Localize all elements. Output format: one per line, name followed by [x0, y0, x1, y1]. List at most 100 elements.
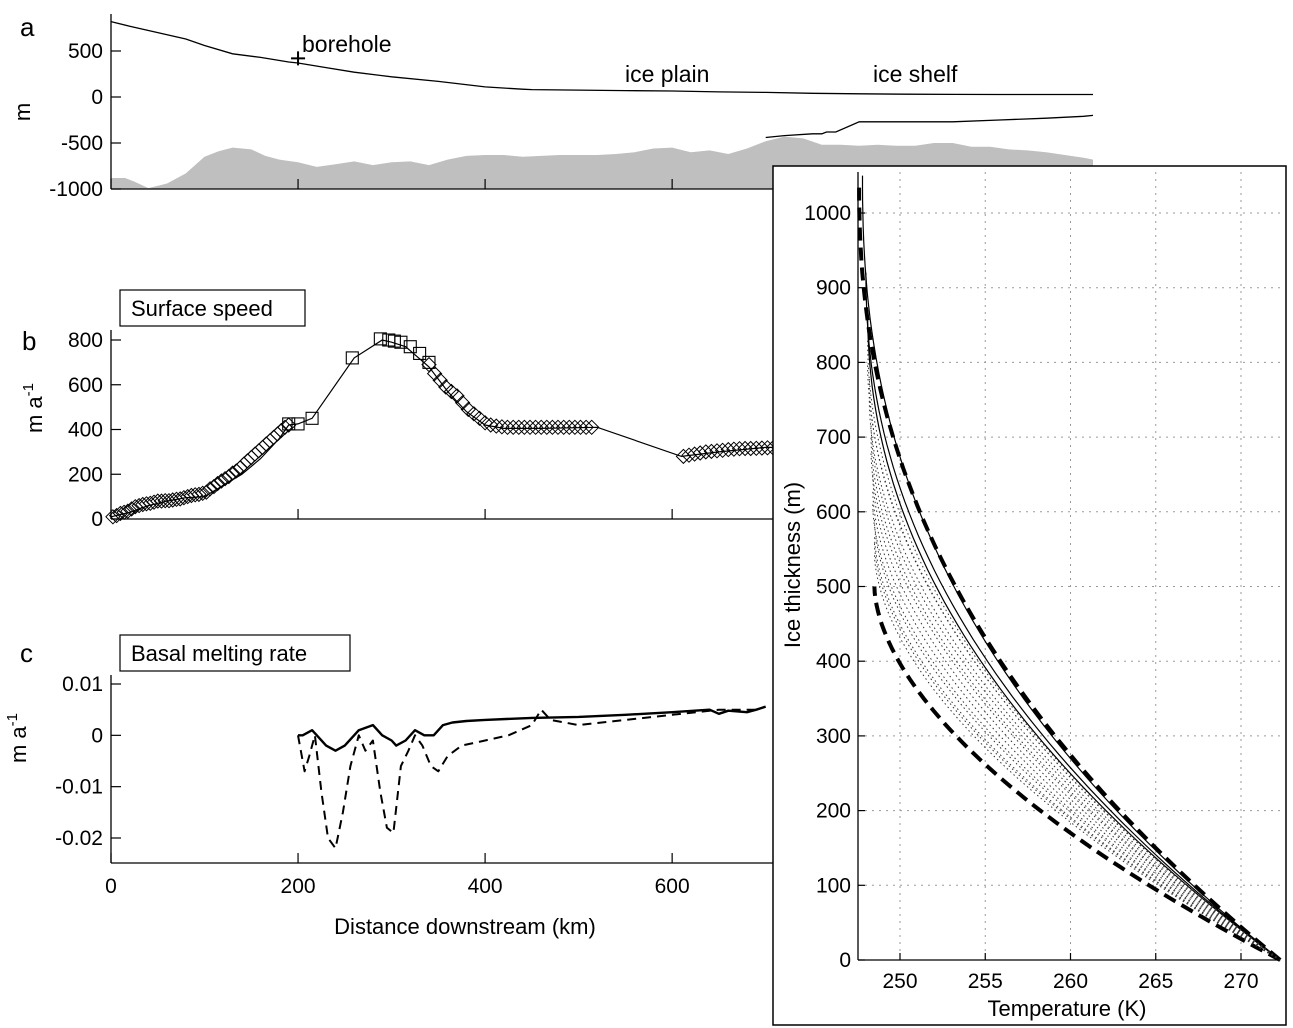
speed-diamond-point: [471, 410, 488, 427]
speed-diamond-point: [511, 419, 527, 436]
ice-plain-label: ice plain: [625, 61, 709, 87]
panel-c-ytick-label: 0.01: [62, 673, 103, 696]
temperature-profile-dotted: [872, 474, 1281, 961]
panel-b-letter: b: [22, 326, 36, 356]
speed-diamond-point: [748, 440, 765, 457]
panel-b-ytick-label: 800: [68, 329, 103, 352]
speed-diamond-point: [482, 417, 499, 433]
speed-diamond-point: [273, 422, 289, 439]
inset-xtick-label: 255: [968, 970, 1003, 993]
speed-diamond-point: [533, 419, 549, 436]
inset-ytick-label: 400: [816, 650, 851, 673]
speed-diamond-point: [572, 419, 589, 436]
panel-c-ytick-label: -0.01: [55, 776, 103, 799]
temperature-profile-solid: [861, 175, 1281, 961]
speed-diamond-point: [477, 415, 493, 431]
inset-ytick-label: 700: [816, 426, 851, 449]
speed-diamond-point: [561, 419, 578, 436]
inset-ytick-label: 900: [816, 277, 851, 300]
panel-c-ylabel-main: m a: [6, 726, 31, 763]
speed-square-point: [394, 335, 408, 349]
inset-ytick-label: 0: [839, 949, 851, 972]
inset-xtick-label: 260: [1053, 970, 1088, 993]
speed-diamond-point: [567, 419, 583, 436]
speed-diamond-point: [488, 418, 505, 434]
surface-speed-label-box: [119, 289, 306, 327]
surface-line: [110, 20, 1093, 96]
speed-diamond-point: [754, 440, 770, 456]
speed-diamond-point: [277, 419, 293, 436]
inset-ytick-label: 500: [816, 576, 851, 599]
panel-a-ytick-label: 500: [68, 40, 103, 63]
panel-a-lines: [110, 20, 1094, 139]
speed-diamond-point: [742, 440, 759, 457]
speed-diamond-point: [221, 468, 237, 485]
speed-diamond-point: [213, 473, 230, 489]
speed-diamond-point: [112, 505, 129, 522]
borehole-label: borehole: [302, 31, 392, 57]
speed-diamond-point: [209, 475, 226, 492]
temperature-profile-dashed-thick: [872, 586, 1282, 962]
temperature-profile-dotted: [872, 489, 1281, 961]
speed-diamond-point: [105, 509, 121, 525]
inset-grid: [858, 172, 1280, 960]
speed-diamond-point: [759, 440, 776, 456]
temperature-profile-dotted: [872, 504, 1281, 961]
speed-diamond-point: [194, 485, 211, 502]
speed-square-point: [403, 340, 417, 354]
panel-b-ytick-label: 200: [68, 463, 103, 486]
inset-ylabel: Ice thickness (m): [780, 482, 805, 648]
speed-diamond-point: [202, 481, 218, 497]
panel-a-ytick-label: 0: [91, 86, 103, 109]
inset-ytick-label: 800: [816, 351, 851, 374]
speed-diamond-point: [714, 442, 731, 459]
ice-shelf-base-line: [765, 114, 1094, 139]
temperature-profile-solid: [865, 272, 1281, 961]
speed-square-point: [345, 351, 359, 365]
speed-diamond-point: [466, 406, 482, 422]
panel-c-letter: c: [20, 638, 33, 668]
basal-melting-label-box: [119, 634, 351, 672]
speed-diamond-point: [280, 417, 297, 433]
speed-square-point: [291, 417, 305, 431]
inset-series: [857, 175, 1282, 962]
panel-c-ylabel-sup: -1: [4, 713, 21, 726]
panel-a-ytick-label: -1000: [49, 178, 103, 201]
speed-diamond-point: [731, 440, 748, 457]
speed-diamond-point: [224, 465, 241, 481]
speed-diamond-point: [726, 441, 742, 457]
speed-diamond-point: [709, 443, 725, 459]
panel-c-xtick-label: 400: [468, 875, 503, 898]
inset-ytick-label: 600: [816, 501, 851, 524]
inset-ytick-label: 100: [816, 874, 851, 897]
speed-square-point: [413, 346, 427, 360]
speed-diamond-point: [206, 478, 222, 495]
melting-rate-dashed-line: [297, 708, 757, 850]
speed-diamond-point: [449, 388, 465, 404]
panel-a-ylabel: m: [10, 103, 35, 121]
melting-rate-solid-line: [298, 705, 767, 752]
panel-c-xtick-label: 0: [105, 875, 117, 898]
panel-b-ytick-label: 600: [68, 374, 103, 397]
inset-ytick-label: 1000: [804, 202, 851, 225]
panel-c-series: [297, 705, 767, 850]
temperature-profile-solid: [867, 310, 1281, 961]
panel-b-ylabel: m a-1: [20, 383, 47, 433]
temperature-profile-dotted: [867, 339, 1281, 961]
temperature-profile-dotted: [870, 422, 1281, 961]
panel-c-xlabel: Distance downstream (km): [334, 914, 596, 939]
speed-diamond-point: [583, 419, 600, 436]
speed-diamond-point: [499, 419, 516, 436]
speed-diamond-point: [123, 501, 140, 517]
speed-diamond-point: [555, 419, 572, 436]
inset-ytick-label: 200: [816, 800, 851, 823]
speed-diamond-point: [426, 365, 443, 382]
panel-b-ylabel-sup: -1: [20, 383, 37, 396]
speed-diamond-point: [454, 394, 471, 411]
speed-diamond-point: [198, 484, 215, 500]
ice-shelf-label: ice shelf: [873, 61, 958, 87]
inset-xlabel: Temperature (K): [988, 996, 1147, 1021]
speed-diamond-point: [153, 493, 170, 509]
speed-diamond-point: [516, 419, 533, 436]
inset-temperature-profiles: 0 100 200 300 400 500 600 700 800 900 1000 250 255 26…: [772, 165, 1287, 1026]
